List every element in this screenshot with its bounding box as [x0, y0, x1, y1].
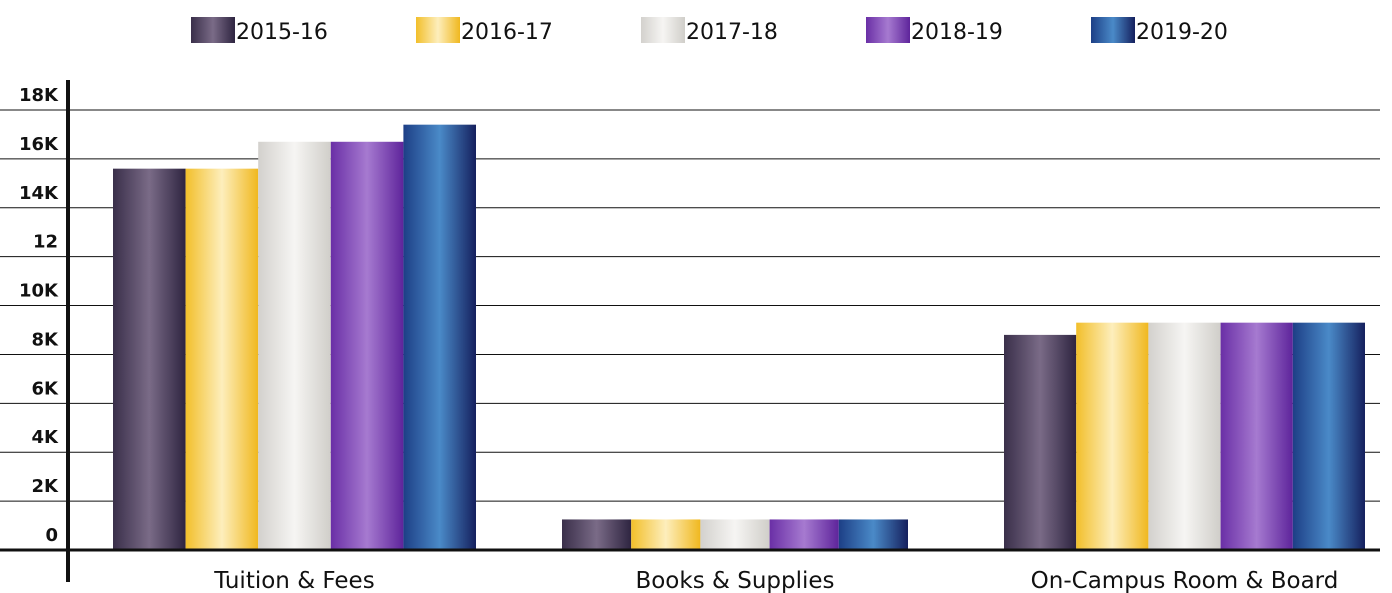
legend-swatch: [641, 17, 685, 43]
bar-2019-20: [838, 519, 908, 550]
bar-2015-16: [1004, 334, 1077, 550]
legend-label: 2018-19: [911, 20, 1003, 45]
legend-label: 2017-18: [686, 20, 778, 45]
category-label: Tuition & Fees: [213, 568, 374, 593]
bar-2018-19: [769, 519, 839, 550]
y-tick-label: 16K: [19, 134, 59, 155]
bar-2019-20: [403, 124, 476, 551]
legend-swatch: [1091, 17, 1135, 43]
bar-2017-18: [1148, 322, 1221, 550]
y-tick-label: 2K: [32, 476, 60, 497]
legend-swatch: [416, 17, 460, 43]
legend: 2015-16 2016-17 2017-18 2018-19 2019-20: [191, 17, 1228, 45]
bar-2016-17: [631, 519, 701, 550]
y-tick-label: 8K: [32, 329, 60, 350]
y-tick-label: 14K: [19, 183, 59, 204]
category-label: On-Campus Room & Board: [1031, 568, 1339, 593]
bar-2016-17: [185, 168, 259, 550]
axis-labels: 0 2K 4K 6K 8K 10K 12 14K 16K 18K Tuition & Fees Boo…: [19, 85, 1338, 593]
bar-2015-16: [113, 168, 186, 550]
y-tick-label: 18K: [19, 85, 59, 106]
bar-2017-18: [258, 141, 331, 550]
y-tick-label: 12: [33, 232, 58, 253]
bar-2019-20: [1292, 322, 1365, 550]
bar-2015-16: [562, 519, 632, 550]
bar-2017-18: [700, 519, 770, 550]
bars: [113, 124, 1365, 551]
legend-swatch: [191, 17, 235, 43]
bar-2018-19: [330, 141, 404, 550]
legend-label: 2019-20: [1136, 20, 1228, 45]
y-tick-label: 6K: [32, 378, 60, 399]
y-tick-label: 4K: [32, 427, 60, 448]
category-label: Books & Supplies: [635, 568, 834, 593]
y-tick-label: 10K: [19, 281, 59, 302]
y-tick-label: 0: [45, 525, 58, 546]
bar-2016-17: [1076, 322, 1149, 550]
legend-label: 2015-16: [236, 20, 328, 45]
legend-swatch: [866, 17, 910, 43]
bar-2018-19: [1220, 322, 1293, 550]
legend-label: 2016-17: [461, 20, 553, 45]
axes: [0, 80, 1380, 582]
